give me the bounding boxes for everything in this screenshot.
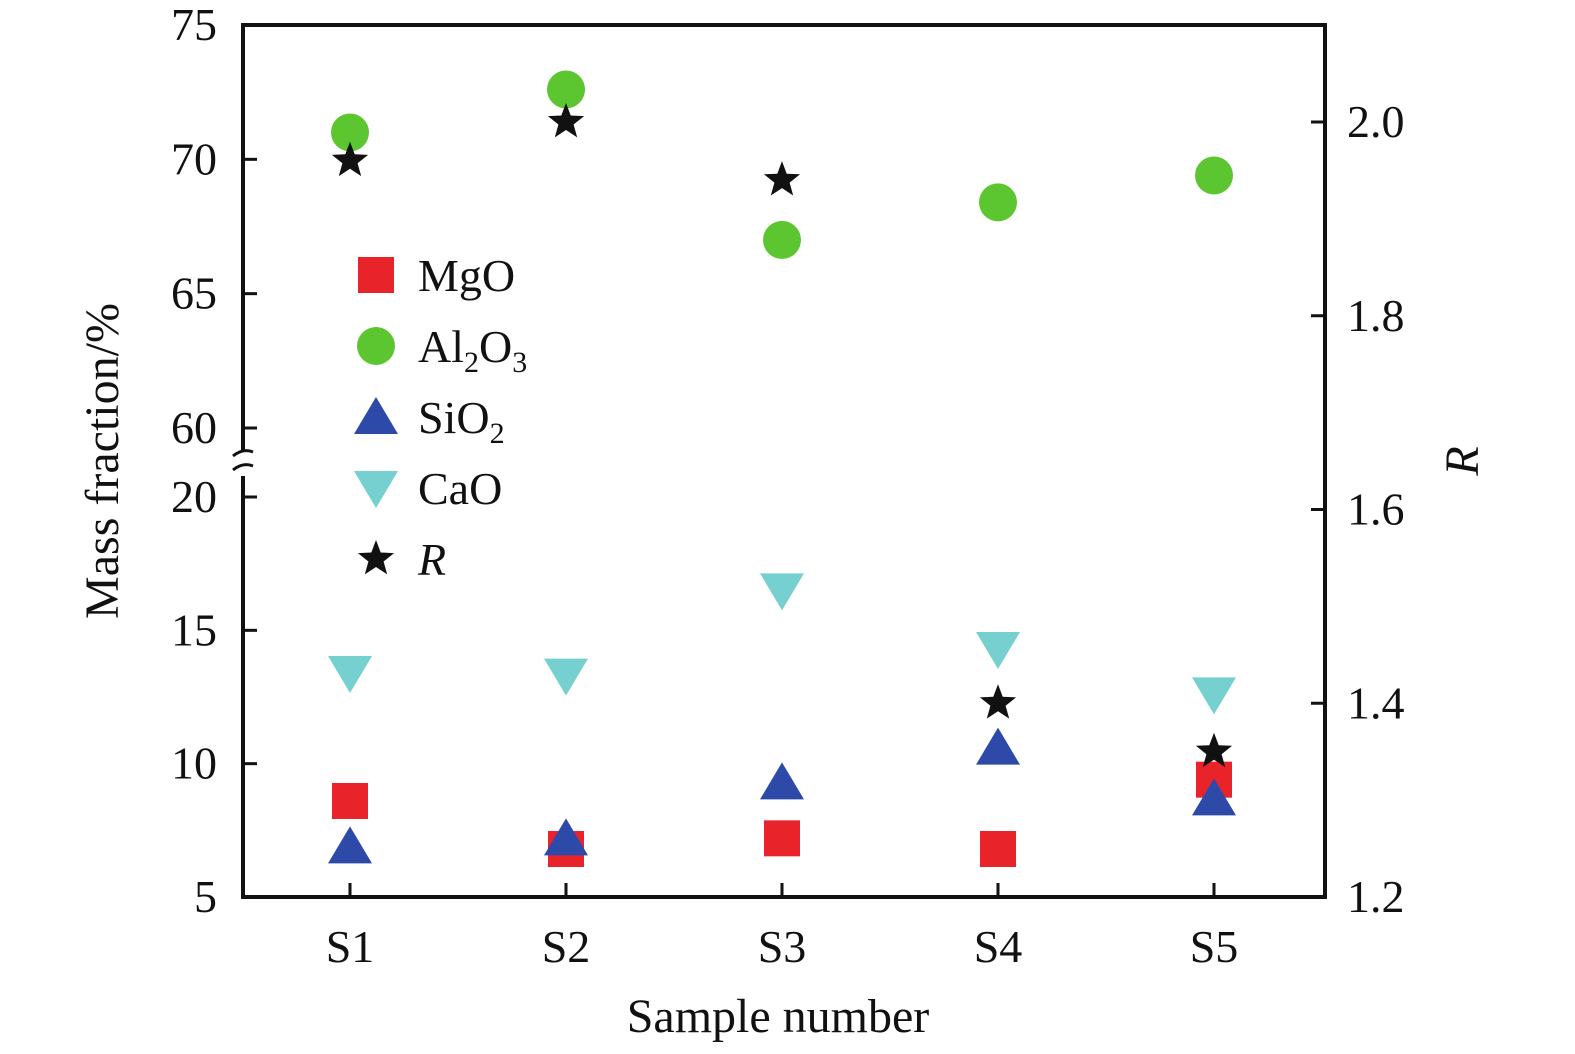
left-tick-label: 60 xyxy=(171,402,217,453)
axis-break-mark-lower xyxy=(232,463,254,472)
left-tick-label: 65 xyxy=(171,268,217,319)
x-axis-title: Sample number xyxy=(627,990,930,1043)
right-tick-label: 1.8 xyxy=(1347,290,1405,341)
marker-al2o3 xyxy=(1195,156,1233,195)
right-tick-label: 2.0 xyxy=(1347,96,1405,147)
left-tick-label: 75 xyxy=(171,0,217,50)
left-tick-label: 10 xyxy=(171,738,217,789)
marker-al2o3 xyxy=(547,70,585,109)
marker-cao xyxy=(328,656,372,693)
marker-cao xyxy=(976,632,1020,669)
marker-al2o3 xyxy=(763,220,801,259)
marker-sio2 xyxy=(544,818,588,856)
right-axis-title: R xyxy=(1436,446,1489,476)
left-tick-label: 15 xyxy=(171,604,217,655)
marker-r xyxy=(1195,732,1233,768)
x-tick-label: S1 xyxy=(326,921,375,972)
legend-marker-sio2 xyxy=(354,397,398,434)
legend-marker-cao xyxy=(354,471,398,508)
marker-r xyxy=(979,684,1017,719)
legend-label-al2o3: Al2​O3​ xyxy=(418,321,527,379)
legend-label-cao: CaO xyxy=(418,463,502,514)
legend-marker-mgo xyxy=(358,257,394,293)
left-tick-label: 70 xyxy=(171,133,217,184)
marker-mgo xyxy=(332,783,368,819)
x-tick-label: S3 xyxy=(758,921,807,972)
x-tick-label: S5 xyxy=(1190,921,1239,972)
marker-r xyxy=(547,103,585,138)
left-axis-ticks: 5 10 15 20 60 65 70 75 xyxy=(171,0,257,922)
legend-label-sio2: SiO2​ xyxy=(418,392,505,450)
right-tick-label: 1.4 xyxy=(1347,677,1405,728)
marker-cao xyxy=(1192,677,1236,715)
x-tick-label: S2 xyxy=(542,921,591,972)
marker-sio2 xyxy=(1192,778,1236,816)
legend-label-mgo: MgO xyxy=(418,250,515,301)
x-tick-label: S4 xyxy=(974,921,1023,972)
marker-sio2 xyxy=(760,762,804,800)
axis-break-mark-upper xyxy=(232,449,254,458)
marker-cao xyxy=(544,658,588,696)
legend-label-r: R xyxy=(417,534,446,585)
data-markers xyxy=(328,70,1236,867)
left-tick-label: 5 xyxy=(194,871,217,922)
marker-al2o3 xyxy=(331,113,369,152)
right-tick-label: 1.2 xyxy=(1347,871,1405,922)
marker-r xyxy=(331,141,369,177)
legend: MgO Al2​O3​ SiO2​ CaO R xyxy=(354,250,527,585)
right-tick-label: 1.6 xyxy=(1347,484,1405,535)
left-tick-label: 20 xyxy=(171,471,217,522)
marker-sio2 xyxy=(328,826,372,864)
legend-marker-al2o3 xyxy=(357,327,395,365)
marker-sio2 xyxy=(976,727,1020,765)
legend-marker-r xyxy=(357,540,395,575)
marker-cao xyxy=(760,573,804,611)
x-axis-ticks: S1 S2 S3 S4 S5 xyxy=(326,883,1239,972)
left-axis-title: Mass fraction/% xyxy=(76,303,129,619)
marker-al2o3 xyxy=(979,183,1017,222)
right-axis-ticks: 1.2 1.4 1.6 1.8 2.0 xyxy=(1311,96,1405,922)
marker-mgo xyxy=(980,831,1016,867)
marker-r xyxy=(763,161,801,196)
marker-mgo xyxy=(764,820,800,857)
